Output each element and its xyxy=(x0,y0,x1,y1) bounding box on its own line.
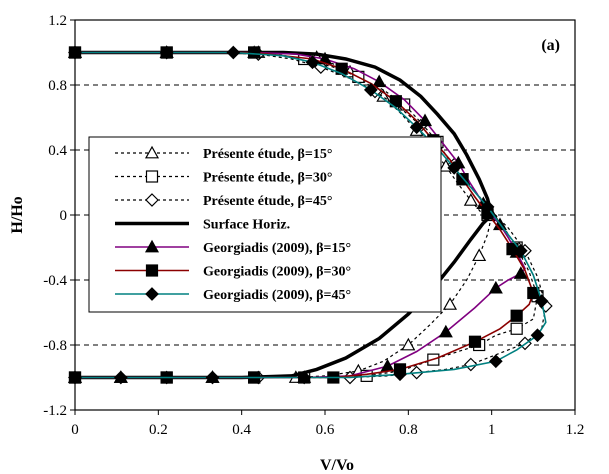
x-tick-label: 0 xyxy=(71,422,79,438)
y-tick-label: -0.4 xyxy=(43,273,67,289)
legend-label: Georgiadis (2009), β=45° xyxy=(203,288,351,303)
y-axis-label: H/Ho xyxy=(9,196,26,233)
panel-label: (a) xyxy=(541,37,560,54)
data-point xyxy=(480,200,495,214)
data-point xyxy=(488,354,503,369)
legend-item: Présente étude, β=45° xyxy=(115,193,332,209)
legend-item: Georgiadis (2009), β=45° xyxy=(115,287,351,303)
x-tick-label: 0.8 xyxy=(399,422,418,438)
data-point xyxy=(393,367,407,382)
tick-labels: 0 0.2 0.4 0.6 0.8 1 1.2 1.2 0.8 0.4 0 -0.4 -0.8 -1.2 xyxy=(43,13,584,438)
legend-marker xyxy=(145,264,159,277)
data-point xyxy=(363,83,378,97)
series-layer xyxy=(67,45,553,385)
series-7 xyxy=(68,45,549,385)
data-point xyxy=(389,95,402,108)
data-point xyxy=(513,266,528,279)
data-point xyxy=(510,322,523,335)
y-tick-label: 0 xyxy=(60,208,68,224)
x-tick-label: 0.4 xyxy=(232,422,251,438)
y-tick-label: 0.8 xyxy=(48,78,67,94)
data-point xyxy=(380,358,395,372)
x-tick-label: 0.6 xyxy=(316,422,335,438)
x-tick-label: 1 xyxy=(488,422,496,438)
legend-marker xyxy=(145,193,159,207)
data-point xyxy=(456,173,469,186)
legend: Présente étude, β=15° Présente étude, β=3… xyxy=(88,136,442,313)
legend-item: Présente étude, β=30° xyxy=(115,170,332,186)
series-line xyxy=(75,51,547,379)
legend-label: Georgiadis (2009), β=30° xyxy=(203,265,351,280)
data-point xyxy=(510,309,523,322)
legend-item: Georgiadis (2009), β=30° xyxy=(115,264,351,280)
x-tick-label: 0.2 xyxy=(149,422,168,438)
legend-label: Surface Horiz. xyxy=(203,218,290,233)
x-tick-label: 1.2 xyxy=(566,422,585,438)
data-point xyxy=(409,120,424,135)
data-point xyxy=(488,280,503,294)
data-point xyxy=(305,55,320,70)
legend-item: Surface Horiz. xyxy=(115,218,290,233)
legend-label: Présente étude, β=15° xyxy=(203,147,332,162)
y-tick-label: -0.8 xyxy=(43,338,67,354)
legend-item: Présente étude, β=15° xyxy=(115,145,332,162)
data-point xyxy=(463,193,478,206)
data-point xyxy=(534,294,549,308)
y-tick-label: 1.2 xyxy=(48,13,67,29)
data-point xyxy=(468,335,482,348)
data-point xyxy=(472,248,487,262)
legend-marker xyxy=(145,170,159,183)
data-point xyxy=(513,243,528,258)
data-point xyxy=(447,161,462,175)
legend-label: Présente étude, β=30° xyxy=(203,171,332,186)
data-point xyxy=(401,337,416,351)
data-point xyxy=(226,45,241,60)
legend-item: Georgiadis (2009), β=15° xyxy=(115,239,351,256)
legend-marker xyxy=(144,239,160,253)
y-tick-label: 0.4 xyxy=(48,143,67,159)
y-tick-label: -1.2 xyxy=(43,403,67,419)
data-point xyxy=(463,357,478,372)
data-point xyxy=(438,324,453,338)
data-point xyxy=(372,74,387,88)
legend-marker xyxy=(144,145,160,159)
data-point xyxy=(159,45,174,60)
data-point xyxy=(530,328,545,343)
legend-label: Présente étude, β=45° xyxy=(203,194,332,209)
data-point xyxy=(248,46,261,59)
data-point xyxy=(113,370,128,385)
data-point xyxy=(205,370,220,385)
legend-marker xyxy=(145,287,159,301)
data-point xyxy=(442,297,458,310)
data-point xyxy=(417,113,433,127)
data-point xyxy=(297,370,312,385)
x-axis-label: V/Vo xyxy=(320,457,354,474)
legend-label: Georgiadis (2009), β=15° xyxy=(203,241,351,256)
